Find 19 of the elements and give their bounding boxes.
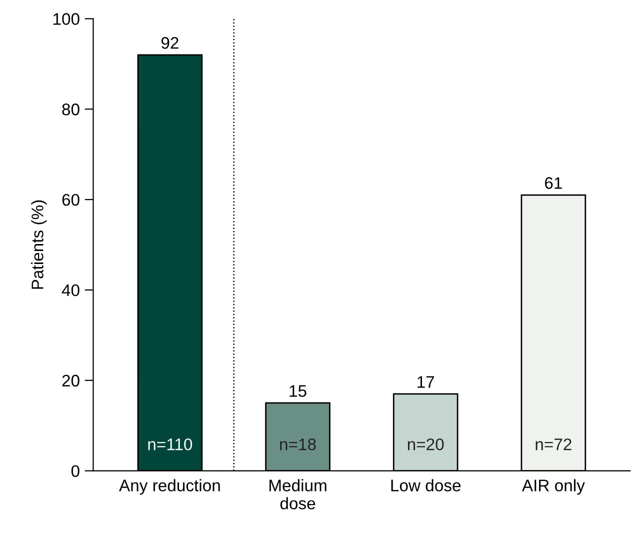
annotation: n=72 [536, 438, 572, 450]
y-tick-label: 60 [62, 194, 80, 206]
x-tick-label: Low dose [391, 479, 461, 492]
annotation: n=18 [280, 438, 316, 450]
data-label: 61 [545, 177, 562, 189]
x-tick-label: Medium dose [270, 479, 326, 510]
y-tick-label: 0 [71, 465, 80, 478]
x-tick-label: AIR only [522, 479, 585, 495]
data-label: 17 [418, 376, 434, 388]
annotation: n=20 [408, 438, 444, 450]
data-label: 92 [161, 37, 178, 49]
y-tick-label: 40 [62, 284, 80, 296]
annotation: n=110 [148, 438, 192, 450]
y-tick-label: 80 [62, 104, 80, 116]
data-label: 15 [290, 385, 306, 397]
y-axis-title: Patients (%) [31, 200, 47, 289]
y-tick-label: 100 [54, 13, 80, 25]
y-tick-label: 20 [62, 374, 80, 387]
x-tick-label: Any reduction [119, 479, 220, 495]
